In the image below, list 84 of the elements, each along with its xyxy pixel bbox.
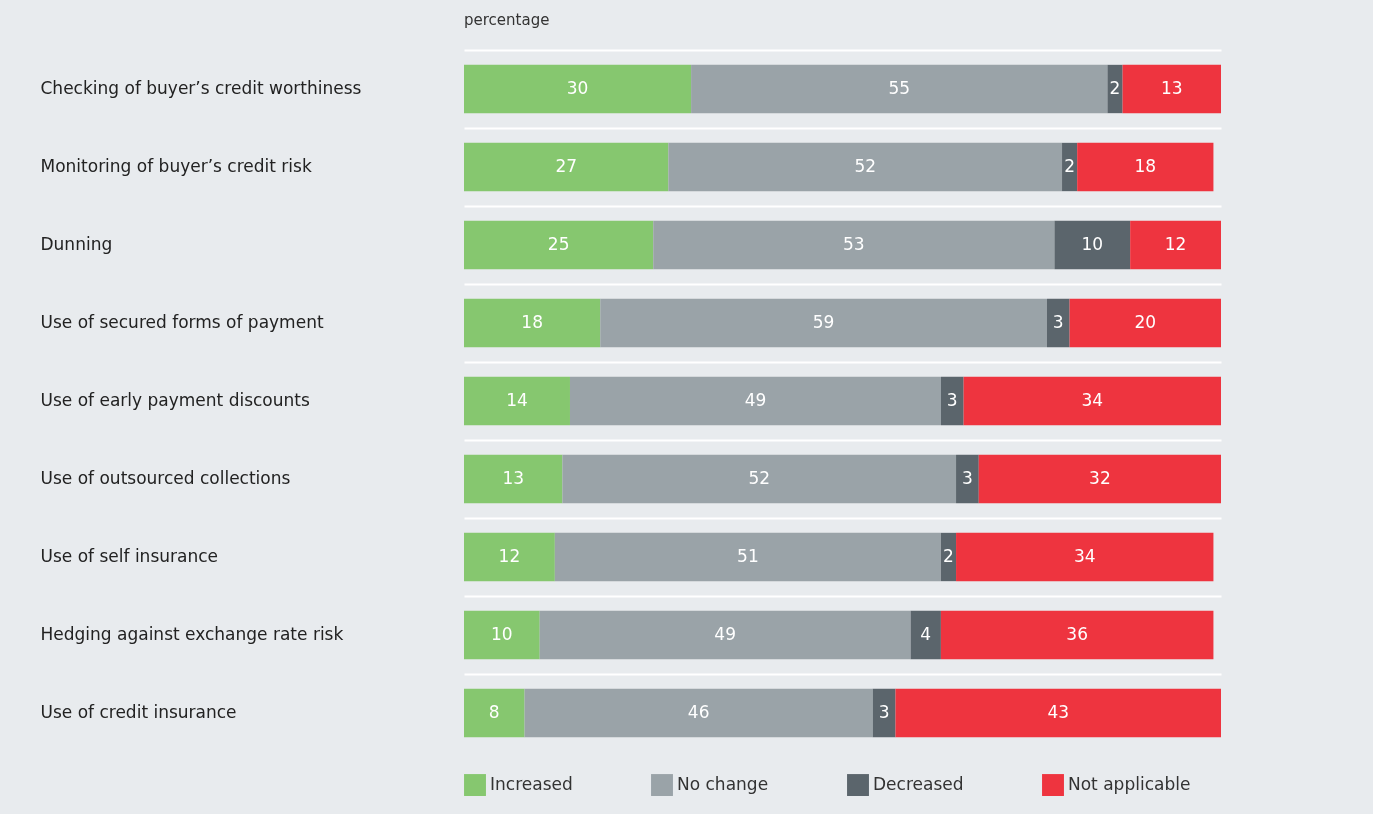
- bar: [963, 376, 1221, 426]
- bar: [464, 454, 563, 504]
- data-label: 18: [521, 312, 543, 332]
- data-label: 20: [1134, 312, 1157, 332]
- data-label: 55: [888, 78, 911, 98]
- data-label: 34: [1073, 546, 1096, 566]
- y-tick-label: Dunning: [40, 234, 113, 254]
- bar: [554, 532, 941, 582]
- data-label: 25: [547, 234, 570, 254]
- data-label: 30: [566, 78, 589, 98]
- bar: [956, 532, 1214, 582]
- data-label: 53: [843, 234, 865, 254]
- data-label: 36: [1066, 624, 1088, 644]
- data-label: 12: [1164, 234, 1187, 254]
- bar: [464, 532, 555, 582]
- bar: [524, 688, 873, 738]
- bar: [569, 376, 941, 426]
- legend-label: Not applicable: [1068, 774, 1191, 795]
- y-tick-label: Hedging against exchange rate risk: [40, 624, 344, 644]
- bar: [1054, 220, 1131, 270]
- data-label: 3: [961, 468, 973, 488]
- bar: [956, 454, 979, 504]
- y-tick-label: Use of outsourced collections: [40, 468, 291, 488]
- data-label: 2: [1109, 78, 1121, 98]
- bar: [1107, 64, 1123, 114]
- data-label: 34: [1081, 390, 1104, 410]
- data-label: 3: [946, 390, 958, 410]
- bar: [539, 610, 911, 660]
- data-label: 3: [878, 702, 890, 722]
- bar: [1046, 298, 1070, 348]
- bar: [464, 610, 540, 660]
- bar: [600, 298, 1047, 348]
- data-label: 32: [1089, 468, 1111, 488]
- legend-label: Decreased: [873, 774, 964, 795]
- chart-title: percentage: [464, 11, 550, 29]
- data-label: 52: [854, 156, 877, 176]
- y-tick-label: Checking of buyer’s credit worthiness: [40, 78, 362, 98]
- bar: [464, 376, 570, 426]
- bar: [464, 220, 654, 270]
- bar: [940, 376, 964, 426]
- bar: [978, 454, 1221, 504]
- data-label: 10: [1081, 234, 1104, 254]
- data-label: 51: [737, 546, 759, 566]
- bar: [910, 610, 941, 660]
- data-label: 13: [502, 468, 525, 488]
- bar: [464, 688, 525, 738]
- data-label: 2: [1064, 156, 1076, 176]
- y-tick-label: Monitoring of buyer’s credit risk: [40, 156, 312, 176]
- bar: [653, 220, 1055, 270]
- data-label: 13: [1160, 78, 1183, 98]
- data-label: 2: [943, 546, 954, 566]
- y-tick-label: Use of early payment discounts: [40, 390, 310, 410]
- data-label: 4: [920, 624, 932, 644]
- y-tick-label: Use of secured forms of payment: [40, 312, 324, 332]
- y-tick-label: Use of self insurance: [40, 546, 218, 566]
- bar: [1122, 64, 1221, 114]
- bar: [464, 142, 669, 192]
- legend-label: No change: [677, 774, 769, 795]
- data-label: 18: [1134, 156, 1157, 176]
- data-label: 14: [506, 390, 528, 410]
- data-label: 12: [498, 546, 521, 566]
- bar: [464, 64, 692, 114]
- bar: [562, 454, 957, 504]
- data-label: 46: [687, 702, 710, 722]
- bar: [895, 688, 1221, 738]
- data-label: 49: [714, 624, 736, 644]
- bar: [464, 298, 601, 348]
- data-label: 59: [812, 312, 835, 332]
- data-label: 43: [1047, 702, 1070, 722]
- data-label: 10: [491, 624, 513, 644]
- data-label: 27: [555, 156, 578, 176]
- data-label: 8: [488, 702, 500, 722]
- legend-label: Increased: [490, 774, 573, 795]
- bar: [1130, 220, 1221, 270]
- data-label: 49: [744, 390, 767, 410]
- bar: [872, 688, 896, 738]
- data-label: 52: [748, 468, 771, 488]
- bar: [940, 610, 1214, 660]
- bar: [668, 142, 1063, 192]
- data-label: 3: [1052, 312, 1064, 332]
- bar: [1077, 142, 1214, 192]
- y-tick-label: Use of credit insurance: [40, 702, 237, 722]
- bar: [691, 64, 1108, 114]
- bar: [1069, 298, 1221, 348]
